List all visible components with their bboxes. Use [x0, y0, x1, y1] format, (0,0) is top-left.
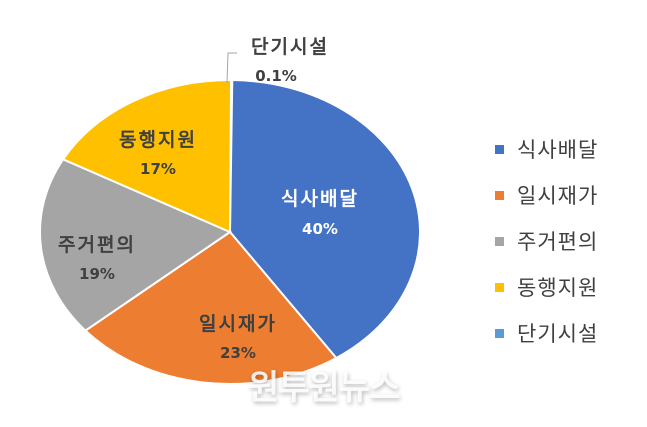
pie-slice — [228, 79, 421, 360]
legend-item: 주거편의 — [495, 218, 645, 264]
slice-category-label: 일시재가 — [199, 313, 277, 335]
watermark: 원투원뉴스 — [248, 368, 400, 408]
legend-item: 식사배달 — [495, 126, 645, 172]
pie-slice — [83, 230, 338, 385]
slice-category-label: 주거편의 — [58, 234, 136, 256]
legend: 식사배달 일시재가 주거편의 동행지원 단기시설 — [495, 126, 645, 356]
pie-slices — [39, 78, 421, 385]
legend-label: 식사배달 — [517, 138, 599, 162]
slice-category-label: 동행지원 — [119, 129, 197, 151]
leader-line — [226, 52, 237, 84]
slice-category-label: 단기시설 — [251, 36, 329, 58]
legend-item: 단기시설 — [495, 310, 645, 356]
legend-item: 동행지원 — [495, 264, 645, 310]
slice-percent-label: 17% — [140, 160, 176, 178]
slice-category-label: 식사배달 — [281, 188, 359, 210]
slice-percent-label: 23% — [220, 344, 256, 362]
legend-label: 단기시설 — [517, 322, 599, 346]
slice-percent-label: 0.1% — [255, 67, 297, 85]
data-labels: 식사배달 40% 일시재가 23% 주거편의 19% 동행지원 17% 단기시설 0.1% — [58, 36, 359, 362]
pie-slice — [61, 79, 233, 234]
pie-slice — [39, 158, 233, 332]
legend-marker-icon — [495, 328, 504, 338]
legend-marker-icon — [495, 282, 504, 292]
legend-label: 주거편의 — [517, 230, 599, 254]
legend-marker-icon — [495, 190, 504, 200]
legend-marker-icon — [495, 236, 504, 246]
legend-label: 동행지원 — [517, 276, 599, 300]
legend-label: 일시재가 — [517, 184, 599, 208]
slice-percent-label: 19% — [79, 265, 115, 283]
legend-marker-icon — [495, 144, 504, 154]
slice-percent-label: 40% — [302, 220, 338, 238]
legend-item: 일시재가 — [495, 172, 645, 218]
